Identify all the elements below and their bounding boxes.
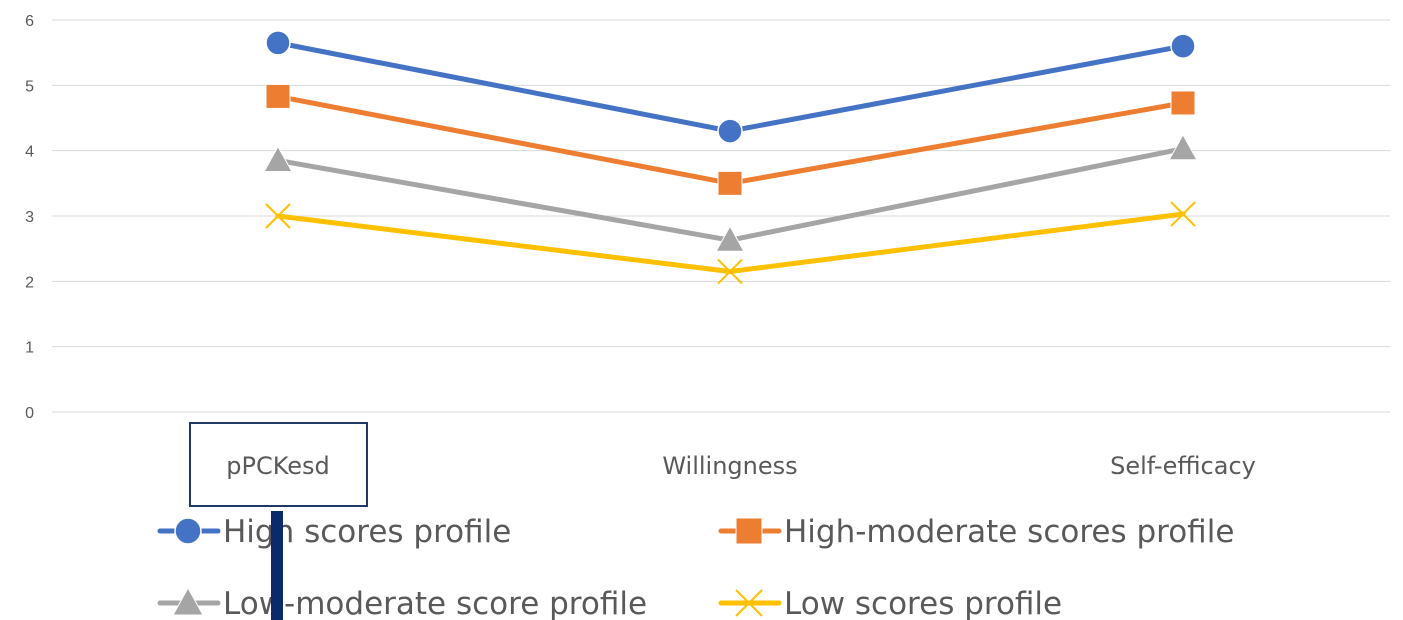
text-cursor-bar: [271, 511, 283, 620]
x-tick-label: Self-efficacy: [1110, 452, 1256, 480]
data-point: [717, 118, 743, 144]
legend-item-0: High scores profile: [157, 514, 511, 550]
series-line-0: [275, 40, 1186, 134]
data-point: [717, 258, 743, 285]
legend-item-2: Low-moderate score profile: [157, 586, 647, 620]
data-point: [1168, 133, 1198, 161]
x-axis: pPCKesd Willingness Self-efficacy: [226, 452, 1256, 480]
data-point: [1170, 90, 1196, 116]
y-tick-label: 2: [25, 274, 34, 291]
y-tick-label: 1: [25, 340, 34, 357]
data-point: [1170, 201, 1196, 227]
y-tick-label: 5: [25, 78, 34, 95]
series-markers: [263, 30, 1198, 285]
data-point: [717, 170, 743, 196]
legend-label: Low-moderate score profile: [223, 586, 647, 620]
data-point: [265, 83, 291, 109]
legend-item-3: Low scores profile: [718, 586, 1062, 620]
x-tick-label: pPCKesd: [226, 452, 330, 480]
legend-marker: [735, 589, 763, 617]
legend-label: High-moderate scores profile: [784, 514, 1234, 550]
data-point: [265, 30, 291, 56]
y-tick-label: 4: [25, 144, 34, 161]
data-point: [265, 203, 291, 229]
data-point: [715, 225, 745, 252]
x-tick-label: Willingness: [662, 452, 797, 480]
y-tick-label: 3: [25, 209, 34, 226]
legend-label: Low scores profile: [784, 586, 1062, 620]
legend-item-1: High-moderate scores profile: [718, 514, 1234, 550]
y-axis: 0 1 2 3 4 5 6: [25, 13, 34, 422]
legend-marker: [172, 587, 204, 616]
legend: High scores profile High-moderate scores …: [157, 514, 1234, 620]
y-tick-label: 0: [25, 405, 34, 422]
data-point: [1170, 33, 1196, 59]
gridlines: [52, 19, 1390, 413]
legend-marker: [174, 517, 202, 545]
category-selection-box: [189, 422, 368, 507]
data-point: [263, 145, 293, 173]
y-tick-label: 6: [25, 13, 34, 30]
legend-marker: [735, 517, 763, 545]
legend-label: High scores profile: [223, 514, 511, 550]
